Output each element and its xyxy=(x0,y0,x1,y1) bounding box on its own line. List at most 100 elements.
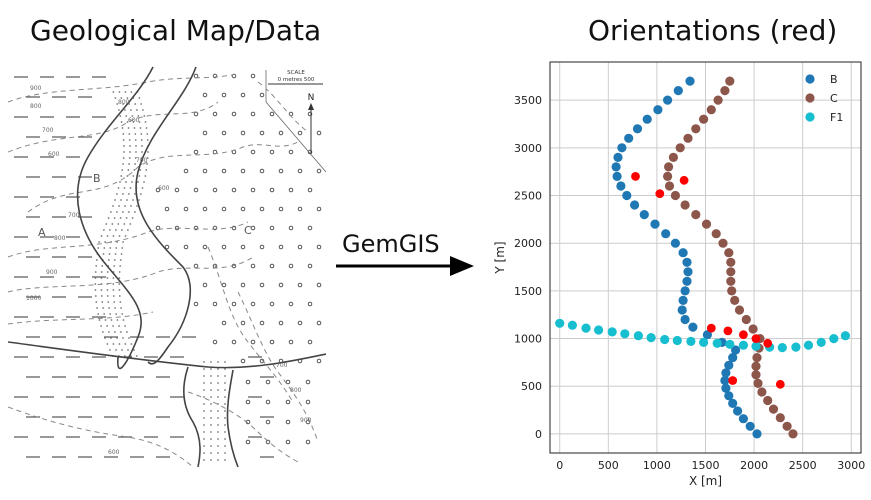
contour-label: 700 xyxy=(136,157,148,164)
scale-label: SCALE xyxy=(287,70,305,76)
point-c xyxy=(775,413,785,423)
point-b xyxy=(724,391,734,401)
point-b xyxy=(733,406,743,416)
y-tick-label: 0 xyxy=(535,428,542,441)
point-c xyxy=(706,105,716,115)
x-tick-label: 2500 xyxy=(789,459,817,472)
contour-label: 900 xyxy=(46,269,58,276)
point-b xyxy=(639,210,649,220)
point-f1 xyxy=(751,341,761,351)
orientation-point xyxy=(763,338,773,348)
orientation-point xyxy=(728,376,738,385)
point-c xyxy=(752,353,762,363)
point-c xyxy=(741,314,751,325)
point-f1 xyxy=(672,335,682,346)
point-f1 xyxy=(633,331,643,341)
legend-marker xyxy=(805,93,815,103)
point-c xyxy=(724,248,734,258)
point-c xyxy=(726,267,736,277)
point-c xyxy=(663,171,673,181)
point-b xyxy=(682,276,692,286)
contour-label: 600 xyxy=(128,117,140,124)
plot-frame xyxy=(549,61,862,454)
x-tick-label: 2000 xyxy=(740,459,768,472)
x-tick-label: 500 xyxy=(598,459,619,472)
point-b xyxy=(724,360,734,370)
point-f1 xyxy=(803,340,814,350)
orientation-point xyxy=(751,334,761,343)
legend-label: F1 xyxy=(830,111,843,124)
point-f1 xyxy=(777,343,787,353)
point-f1 xyxy=(829,334,839,344)
point-f1 xyxy=(840,331,850,341)
contour-label: 600 xyxy=(158,185,170,192)
y-tick-label: 2000 xyxy=(514,237,542,250)
point-b xyxy=(745,421,755,431)
point-f1 xyxy=(607,327,617,337)
point-c xyxy=(757,387,767,397)
point-b xyxy=(685,76,695,86)
point-b xyxy=(624,133,634,143)
contour-label: 1000 xyxy=(26,295,41,302)
point-c xyxy=(691,210,701,220)
orientation-point xyxy=(655,189,665,199)
point-b xyxy=(616,181,626,191)
map-contour-labels: 900 800 700 600 700 800 900 1000 800 700 600 600 700… xyxy=(26,85,312,456)
point-f1 xyxy=(581,323,591,333)
point-b xyxy=(677,305,687,315)
map-circle-pattern xyxy=(155,73,322,445)
point-c xyxy=(670,190,680,201)
point-c xyxy=(675,143,685,153)
x-tick-label: 0 xyxy=(556,459,563,472)
legend-marker xyxy=(805,74,815,84)
point-b xyxy=(678,295,688,305)
point-b xyxy=(721,383,731,393)
contour-label: 800 xyxy=(30,103,42,110)
contour-label: 700 xyxy=(42,127,54,134)
point-b xyxy=(622,190,632,201)
y-tick-label: 3500 xyxy=(514,94,542,107)
point-c xyxy=(699,114,709,124)
point-b xyxy=(720,375,730,386)
orientation-point xyxy=(775,379,785,389)
point-f1 xyxy=(660,334,670,345)
point-f1 xyxy=(555,318,565,328)
point-b xyxy=(688,322,698,332)
y-tick-label: 1000 xyxy=(514,333,542,346)
contour-label: 800 xyxy=(118,99,130,106)
series-orientations xyxy=(631,172,785,389)
point-f1 xyxy=(738,340,748,350)
x-tick-label: 1000 xyxy=(643,459,671,472)
point-b xyxy=(650,219,660,229)
map-scale-bar: SCALE 0 metres 500 xyxy=(263,67,326,173)
point-c xyxy=(753,378,763,388)
legend-marker xyxy=(805,112,815,122)
y-tick-label: 3000 xyxy=(514,142,542,155)
point-b xyxy=(612,171,622,181)
svg-text:N: N xyxy=(308,93,315,103)
legend-label: C xyxy=(830,92,838,105)
contour-label: 600 xyxy=(108,449,120,456)
orientation-point xyxy=(739,330,748,340)
point-c xyxy=(664,181,675,191)
point-b xyxy=(611,162,621,172)
point-c xyxy=(720,86,730,96)
point-b xyxy=(670,238,680,248)
point-c xyxy=(788,429,798,439)
orientation-point xyxy=(706,323,716,333)
x-axis-label: X [m] xyxy=(689,474,722,488)
point-f1 xyxy=(725,339,735,349)
x-tick-label: 1500 xyxy=(692,459,720,472)
point-c xyxy=(664,162,674,172)
contour-label: 800 xyxy=(54,235,66,242)
point-b xyxy=(617,143,627,153)
point-b xyxy=(683,267,693,277)
point-b xyxy=(728,398,738,408)
orientation-point xyxy=(679,175,689,185)
point-c xyxy=(727,286,737,296)
right-title: Orientations (red) xyxy=(588,14,838,47)
point-c xyxy=(726,276,736,286)
point-b xyxy=(682,257,692,267)
point-c xyxy=(725,76,735,86)
point-c xyxy=(718,238,728,248)
